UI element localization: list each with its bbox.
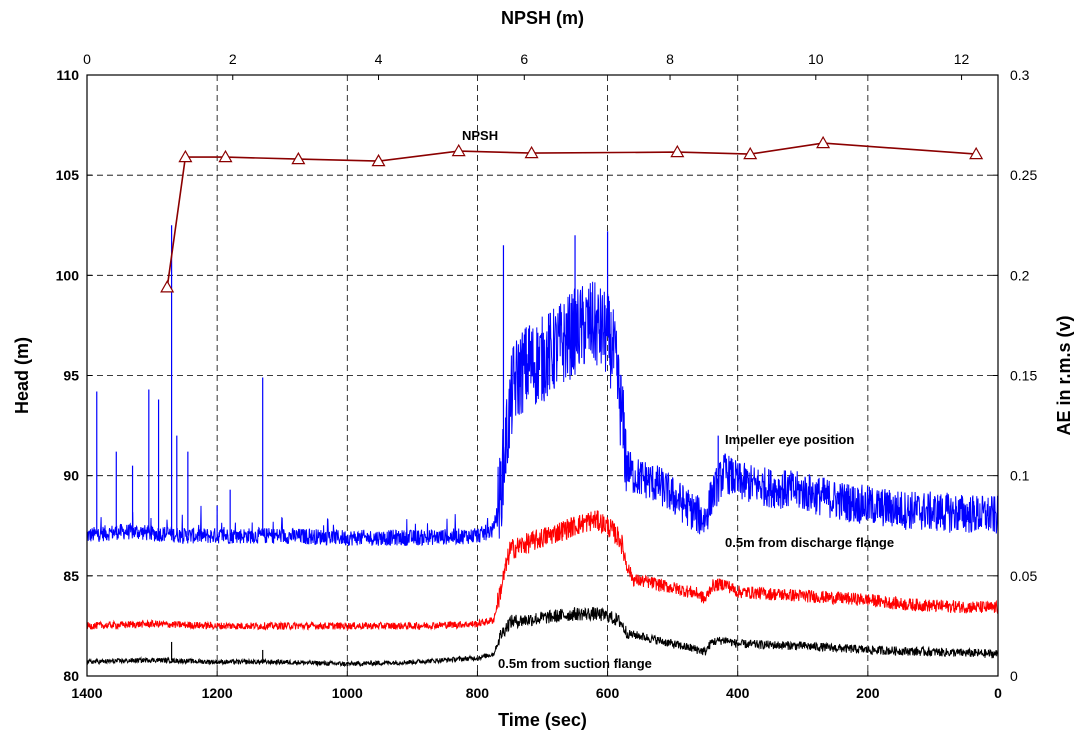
annotation-impeller-eye: Impeller eye position (725, 432, 854, 447)
annotation-discharge-flange: 0.5m from discharge flange (725, 535, 894, 550)
x-tick-label: 1200 (202, 685, 233, 701)
npsh-marker (524, 145, 539, 159)
y-right-axis-title: AE in r.m.s (v) (1054, 315, 1074, 435)
x-tick-label: 600 (596, 685, 620, 701)
y-right-tick-label: 0.3 (1010, 67, 1030, 83)
x-tick-label: 1400 (71, 685, 102, 701)
x-tick-label: 800 (466, 685, 490, 701)
x-tick-label: 400 (726, 685, 750, 701)
series-line-npsh (166, 142, 977, 288)
x-tick-label: 0 (994, 685, 1002, 701)
label-layer: 1400 1200 1000 800 600 400 200 00 2 4 6 8 10 12808590… (56, 51, 1038, 701)
x-tick-label: 200 (856, 685, 880, 701)
series-line-2 (87, 510, 998, 632)
y-left-tick-label: 90 (63, 468, 79, 484)
series-line-3 (87, 606, 998, 668)
y-left-tick-label: 100 (56, 267, 80, 283)
x2-axis-title: NPSH (m) (501, 8, 584, 28)
npsh-marker (969, 146, 984, 160)
x2-tick-label: 6 (520, 51, 528, 67)
series-line-1 (87, 281, 998, 547)
npsh-marker (670, 144, 685, 158)
npsh-marker (371, 153, 386, 167)
annotation-suction-flange: 0.5m from suction flange (498, 656, 652, 671)
y-left-axis-title: Head (m) (12, 337, 32, 414)
npsh-marker (178, 149, 193, 163)
y-left-tick-label: 105 (56, 167, 80, 183)
tick-layer (86, 74, 999, 677)
x2-tick-label: 0 (83, 51, 91, 67)
x-tick-label: 1000 (332, 685, 363, 701)
y-left-tick-label: 85 (63, 568, 79, 584)
grid (87, 75, 998, 676)
y-right-tick-label: 0.25 (1010, 167, 1037, 183)
y-right-tick-label: 0 (1010, 668, 1018, 684)
y-left-tick-label: 110 (56, 67, 79, 83)
x2-tick-label: 4 (375, 51, 383, 67)
x2-tick-label: 2 (229, 51, 237, 67)
npsh-marker (218, 149, 233, 163)
x2-tick-label: 10 (808, 51, 824, 67)
npsh-marker (291, 151, 306, 165)
series-layer (87, 225, 998, 668)
x-axis-title: Time (sec) (498, 710, 587, 730)
y-left-tick-label: 95 (63, 368, 79, 384)
npsh-marker (743, 146, 758, 160)
y-right-tick-label: 0.1 (1010, 468, 1030, 484)
y-right-tick-label: 0.05 (1010, 568, 1037, 584)
npsh-marker (816, 135, 831, 149)
marker-layer (160, 135, 984, 293)
y-right-tick-label: 0.15 (1010, 368, 1037, 384)
x2-tick-label: 12 (954, 51, 970, 67)
annotation-npsh: NPSH (462, 128, 498, 143)
npsh-marker (451, 143, 466, 157)
y-left-tick-label: 80 (63, 668, 79, 684)
y-right-tick-label: 0.2 (1010, 267, 1030, 283)
npsh-marker (160, 280, 175, 293)
x2-tick-label: 8 (666, 51, 674, 67)
